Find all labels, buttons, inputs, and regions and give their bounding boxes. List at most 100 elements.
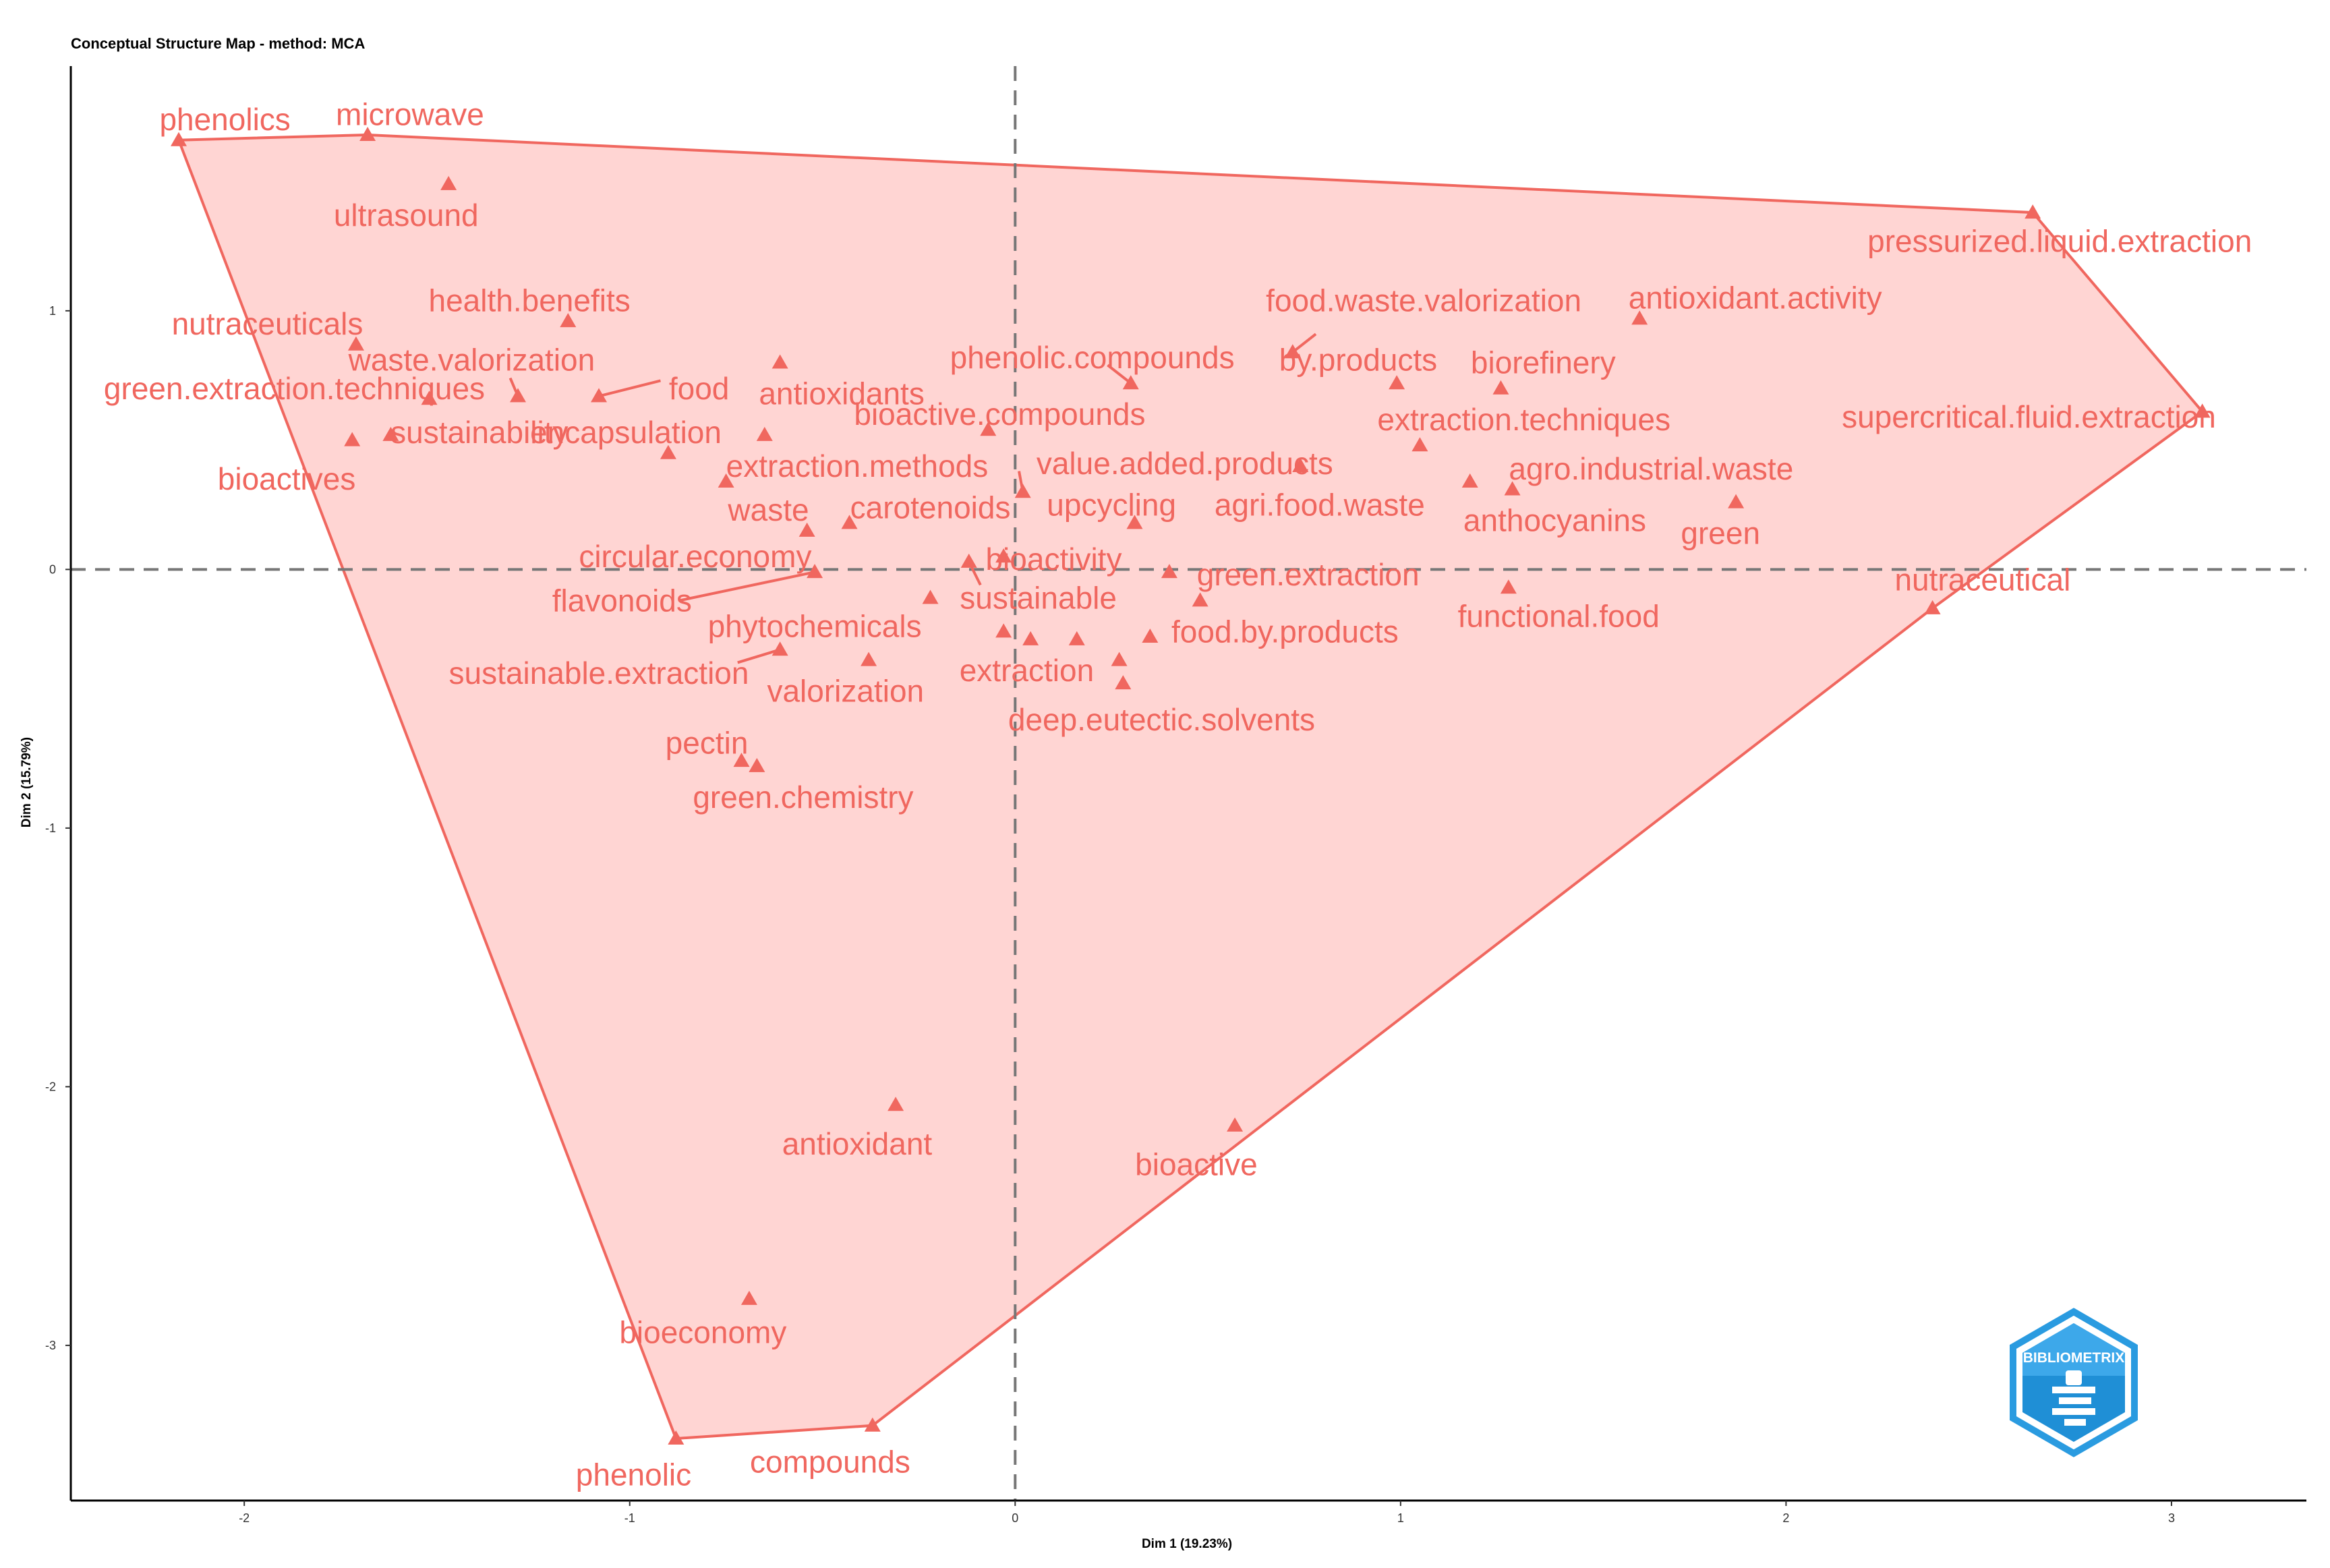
point-marker (1728, 494, 1745, 509)
point-label: sustainable.extraction (449, 656, 749, 691)
logo-text: BIBLIOMETRIX (2023, 1350, 2125, 1366)
bibliometrix-logo: BIBLIOMETRIX (2010, 1308, 2138, 1457)
x-tick-label: 1 (1397, 1511, 1404, 1525)
point-marker (1122, 375, 1139, 390)
point-marker (1192, 592, 1208, 607)
point-label: biorefinery (1471, 345, 1616, 380)
cluster-hull (177, 133, 2205, 1441)
point-marker (1924, 600, 1941, 614)
point-marker (1500, 579, 1517, 594)
point-label: antioxidant (782, 1126, 933, 1161)
point-label: extraction.methods (726, 448, 989, 484)
point-marker (668, 1430, 685, 1445)
point-marker (560, 313, 577, 328)
point-marker (1292, 457, 1309, 472)
point-marker (1111, 651, 1128, 666)
label-leader-line (1291, 332, 1317, 353)
point-label: green.extraction.techniques (104, 371, 485, 406)
point-label: carotenoids (850, 490, 1011, 525)
point-marker (1068, 631, 1085, 645)
point-marker (1461, 473, 1478, 488)
x-tick-label: -2 (239, 1511, 250, 1525)
y-tick-label: -2 (45, 1080, 56, 1093)
y-tick-label: 1 (49, 304, 56, 318)
point-marker (1022, 631, 1039, 645)
point-marker (807, 564, 823, 579)
point-marker (841, 515, 858, 529)
point-marker (771, 641, 788, 656)
point-marker (440, 175, 457, 190)
y-axis-label: Dim 2 (15.79%) (20, 737, 34, 827)
point-label: phenolic (576, 1457, 691, 1492)
logo-figure-icon (2052, 1370, 2095, 1426)
point-marker (510, 388, 526, 403)
point-label: phenolic.compounds (950, 340, 1235, 375)
x-axis-label: Dim 1 (19.23%) (1142, 1537, 1232, 1551)
point-label: supercritical.fluid.extraction (1842, 399, 2216, 434)
point-marker (733, 753, 750, 767)
point-label: sustainability (390, 415, 568, 450)
point-marker (2025, 204, 2041, 219)
point-label: functional.food (1458, 598, 1660, 633)
point-marker (660, 444, 676, 459)
point-label: phytochemicals (708, 609, 922, 644)
point-marker (1161, 564, 1177, 579)
point-marker (718, 473, 734, 488)
point-label: value.added.products (1037, 446, 1333, 481)
point-label: flavonoids (552, 583, 692, 618)
point-marker (960, 553, 977, 568)
point-label: anthocyanins (1463, 502, 1646, 538)
point-label: by.products (1279, 343, 1437, 378)
point-marker (1411, 437, 1428, 452)
point-marker (1115, 675, 1132, 690)
point-label: pectin (666, 725, 749, 760)
point-label: antioxidants (759, 376, 925, 411)
point-marker (922, 589, 939, 604)
point-label: bioactive (1135, 1146, 1258, 1182)
point-label: nutraceutical (1894, 562, 2070, 598)
point-marker (1142, 629, 1159, 643)
point-marker (995, 548, 1012, 563)
point-label: food.by.products (1171, 614, 1399, 649)
point-marker (798, 522, 815, 537)
label-leader-line (1107, 364, 1132, 384)
label-leader-line (737, 648, 781, 664)
x-tick-label: -1 (624, 1511, 635, 1525)
point-label: microwave (336, 96, 484, 132)
point-marker (980, 422, 997, 436)
point-label: compounds (750, 1444, 910, 1479)
point-marker (995, 623, 1012, 638)
point-marker (171, 132, 187, 146)
chart-title: Conceptual Structure Map - method: MCA (71, 35, 365, 52)
point-label: deep.eutectic.solvents (1008, 702, 1315, 737)
y-tick-label: -3 (45, 1339, 56, 1352)
point-marker (864, 1417, 881, 1432)
point-label: antioxidant.activity (1629, 281, 1882, 316)
point-label: health.benefits (429, 283, 631, 318)
point-label: waste (727, 492, 809, 527)
point-marker (1126, 515, 1143, 529)
point-label: agri.food.waste (1215, 487, 1425, 522)
point-label: bioactivity (985, 542, 1122, 577)
point-marker (421, 390, 438, 405)
point-marker (359, 127, 376, 142)
point-marker (861, 651, 877, 666)
point-label: bioactive.compounds (854, 397, 1145, 432)
y-tick-label: 0 (49, 562, 56, 576)
point-marker (1284, 344, 1301, 359)
point-label: agro.industrial.waste (1509, 451, 1793, 486)
point-label: phenolics (159, 102, 290, 137)
point-marker (1014, 484, 1031, 498)
point-marker (344, 432, 361, 446)
point-marker (1631, 310, 1648, 325)
point-label: bioeconomy (619, 1315, 786, 1350)
point-label: waste.valorization (348, 343, 595, 378)
point-marker (347, 336, 364, 351)
point-label: extraction (960, 653, 1094, 688)
point-label: green.extraction (1197, 557, 1420, 592)
y-tick-label: -1 (45, 821, 56, 835)
point-marker (1492, 380, 1509, 395)
plot-area: -2 -1 0 1 2 3 -3 -2 -1 0 1 phenolics microwave ultras… (45, 66, 2306, 1525)
label-leader-line (598, 379, 661, 398)
